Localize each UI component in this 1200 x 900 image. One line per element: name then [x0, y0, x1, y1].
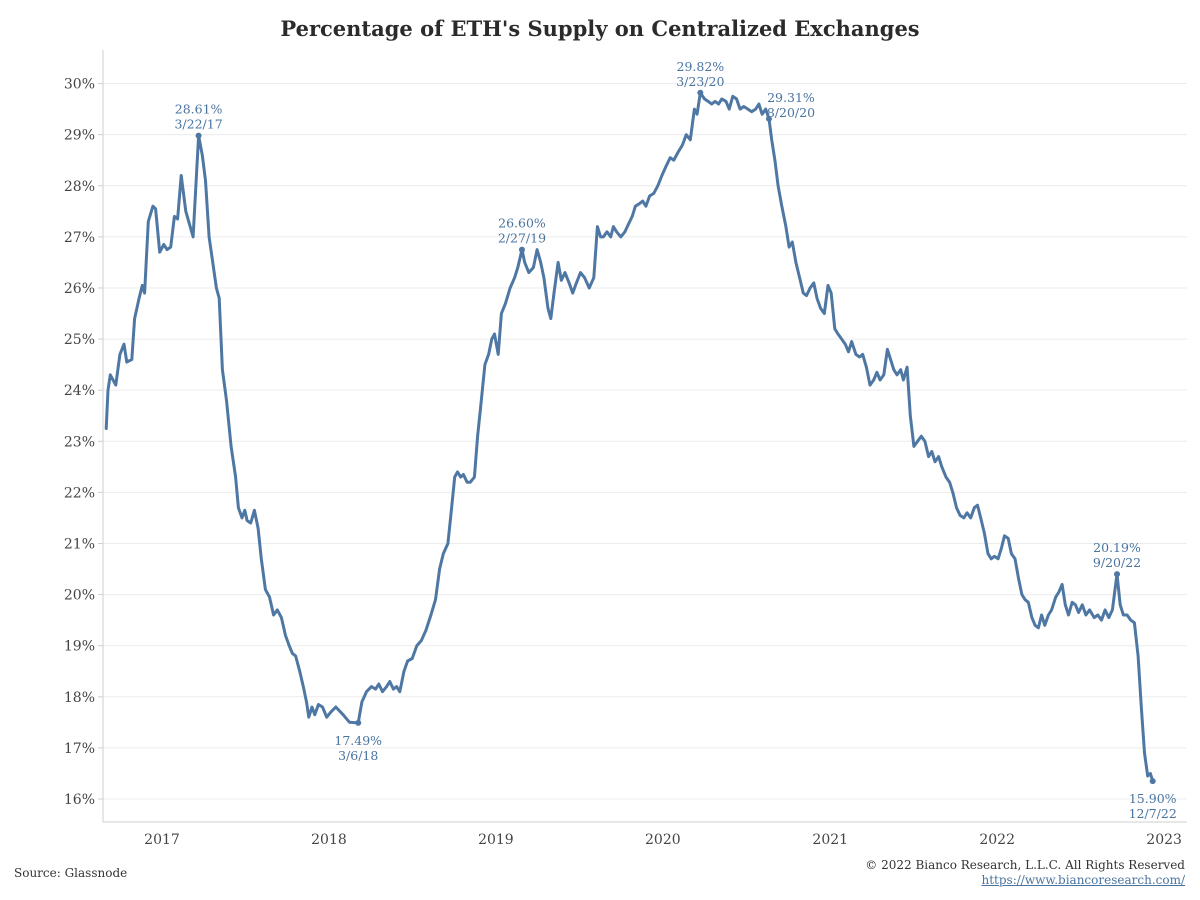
- annotation-date: 3/23/20: [676, 74, 724, 89]
- y-tick-label: 19%: [64, 639, 95, 655]
- annotation-marker: [195, 132, 202, 139]
- annotation-date: 12/7/22: [1129, 806, 1177, 821]
- annotation-marker: [518, 246, 525, 253]
- annotation-date: 8/20/20: [767, 105, 815, 120]
- y-tick-label: 24%: [64, 383, 95, 399]
- y-tick-label: 30%: [64, 77, 95, 93]
- axes: [98, 50, 1187, 823]
- y-tick-label: 26%: [64, 281, 95, 297]
- x-tick-label: 2018: [311, 832, 347, 848]
- website-link[interactable]: https://www.biancoresearch.com/: [981, 873, 1185, 887]
- annotations: 28.61%3/22/17 17.49%3/6/18 26.60%2/27/19 29…: [174, 59, 1176, 821]
- y-tick-label: 16%: [64, 792, 95, 808]
- annotation-date: 2/27/19: [498, 231, 546, 246]
- annotation-date: 3/22/17: [174, 117, 222, 132]
- y-tick-label: 22%: [64, 485, 95, 501]
- x-tick-label: 2017: [144, 832, 180, 848]
- annotation-value: 15.90%: [1129, 791, 1177, 806]
- series-line: [104, 91, 1155, 783]
- gridlines: [103, 83, 1187, 800]
- y-tick-label: 28%: [64, 179, 95, 195]
- annotation-value: 29.31%: [767, 90, 815, 105]
- y-tick-labels: 16% 17% 18% 19% 20% 21% 22% 23% 24% 25% 26% 27% 28% 2…: [64, 77, 95, 808]
- annotation-marker: [697, 89, 704, 96]
- y-tick-label: 25%: [64, 332, 95, 348]
- annotation-value: 20.19%: [1093, 540, 1141, 555]
- annotation-marker: [355, 719, 362, 726]
- x-tick-labels: 2017 2018 2019 2020 2021 2022 2023: [144, 832, 1182, 848]
- source-note: Source: Glassnode: [14, 866, 128, 880]
- annotation-marker: [1114, 571, 1121, 578]
- series-layer: [104, 91, 1155, 783]
- x-tick-label: 2020: [645, 832, 681, 848]
- y-tick-label: 20%: [64, 588, 95, 604]
- annotation-value: 29.82%: [677, 59, 725, 74]
- x-tick-label: 2021: [812, 832, 848, 848]
- y-tick-label: 29%: [64, 128, 95, 144]
- x-tick-label: 2023: [1146, 832, 1182, 848]
- x-tick-label: 2022: [979, 832, 1015, 848]
- annotation-date: 3/6/18: [338, 748, 378, 763]
- annotation-value: 17.49%: [334, 733, 382, 748]
- annotation-value: 28.61%: [175, 102, 223, 117]
- y-tick-label: 23%: [64, 434, 95, 450]
- annotation-marker: [765, 115, 772, 122]
- copyright-notice: © 2022 Bianco Research, L.L.C. All Right…: [865, 858, 1185, 872]
- annotation-value: 26.60%: [498, 216, 546, 231]
- y-tick-label: 18%: [64, 690, 95, 706]
- annotation-date: 9/20/22: [1093, 555, 1141, 570]
- y-tick-label: 17%: [64, 741, 95, 757]
- y-tick-label: 21%: [64, 536, 95, 552]
- chart-title: Percentage of ETH's Supply on Centralize…: [280, 16, 920, 41]
- annotation-marker: [1149, 778, 1156, 785]
- y-tick-label: 27%: [64, 230, 95, 246]
- x-tick-label: 2019: [478, 832, 514, 848]
